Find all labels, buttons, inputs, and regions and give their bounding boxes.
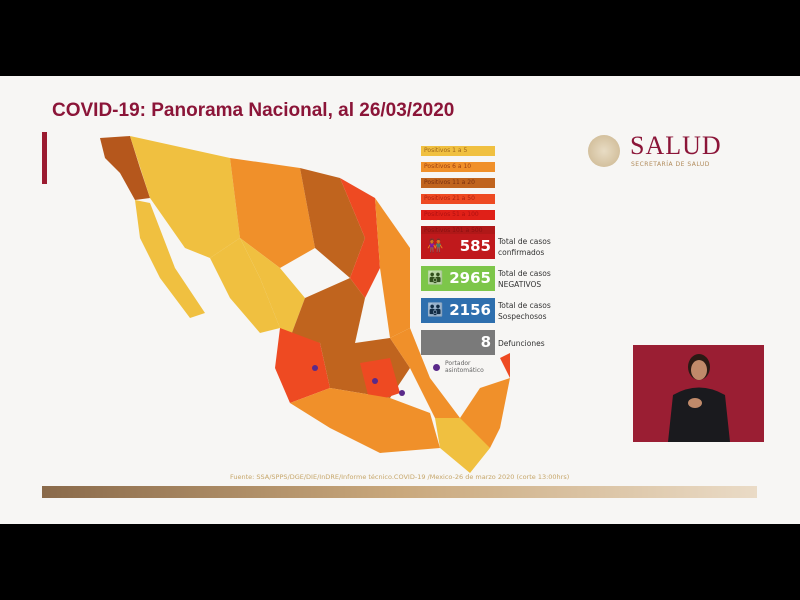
state-guerrero-oaxaca [290, 388, 440, 453]
stat-suspected: 👪 2156 [421, 298, 495, 323]
state-tamaulipas [375, 198, 410, 338]
slide: COVID-19: Panorama Nacional, al 26/03/20… [0, 76, 800, 524]
asymptomatic-marker [312, 365, 318, 371]
stat-label: Defunciones [498, 339, 545, 348]
legend-item: Positivos 6 a 10 [421, 162, 495, 172]
asymptomatic-marker [399, 390, 405, 396]
people-icon: 👪 [427, 271, 444, 286]
people-icon: 👫 [427, 239, 444, 254]
state-durango [240, 238, 305, 338]
stat-confirmed: 👫 585 [421, 234, 495, 259]
asymptomatic-dot-icon [433, 364, 440, 371]
legend-item: Positivos 21 a 50 [421, 194, 495, 204]
asymptomatic-marker [372, 378, 378, 384]
people-icon: 👪 [427, 303, 444, 318]
state-zacatecas [290, 278, 365, 343]
logo-name: SALUD [630, 131, 722, 160]
stat-value: 585 [459, 237, 491, 255]
accent-bar [42, 132, 47, 184]
source-note: Fuente: SSA/SPPS/DGE/DIE/InDRE/Informe t… [230, 473, 570, 481]
stat-value: 2156 [449, 301, 491, 319]
map-legend: Positivos 1 a 5 Positivos 6 a 10 Positiv… [421, 146, 495, 242]
state-nuevo-leon [340, 178, 380, 298]
legend-item: Positivos 11 a 20 [421, 178, 495, 188]
state-cdmx [360, 358, 400, 403]
stat-value: 2965 [449, 269, 491, 287]
legend-item: Positivos 51 a 100 [421, 210, 495, 220]
stat-value: 8 [480, 333, 491, 351]
state-sonora [130, 136, 240, 258]
stat-deaths: 8 [421, 330, 495, 355]
state-jalisco [275, 328, 330, 403]
logo-subtitle: SECRETARÍA DE SALUD [631, 161, 710, 168]
stat-label: Total de casos Sospechosos [498, 301, 551, 321]
state-coahuila [300, 168, 365, 278]
sign-language-interpreter [633, 345, 764, 442]
state-tabasco-campeche [460, 378, 510, 448]
interpreter-figure [668, 354, 730, 442]
state-baja-california-sur [135, 200, 205, 318]
stat-negative: 👪 2965 [421, 266, 495, 291]
stat-label: Total de casos NEGATIVOS [498, 269, 551, 289]
state-chihuahua [230, 158, 315, 268]
state-baja-california [100, 136, 150, 200]
mexico-map [100, 136, 510, 473]
state-sinaloa [210, 238, 280, 333]
legend-item: Positivos 101 a 500 [421, 226, 495, 236]
seal-icon [588, 135, 620, 167]
legend-item: Positivos 1 a 5 [421, 146, 495, 156]
state-veracruz [390, 328, 460, 418]
state-yucatan [500, 353, 510, 378]
asymptomatic-label: Portador asintomático [445, 360, 484, 374]
stat-label: Total de casos confirmados [498, 237, 551, 257]
footer-bar [42, 486, 757, 498]
page-title: COVID-19: Panorama Nacional, al 26/03/20… [52, 100, 455, 121]
